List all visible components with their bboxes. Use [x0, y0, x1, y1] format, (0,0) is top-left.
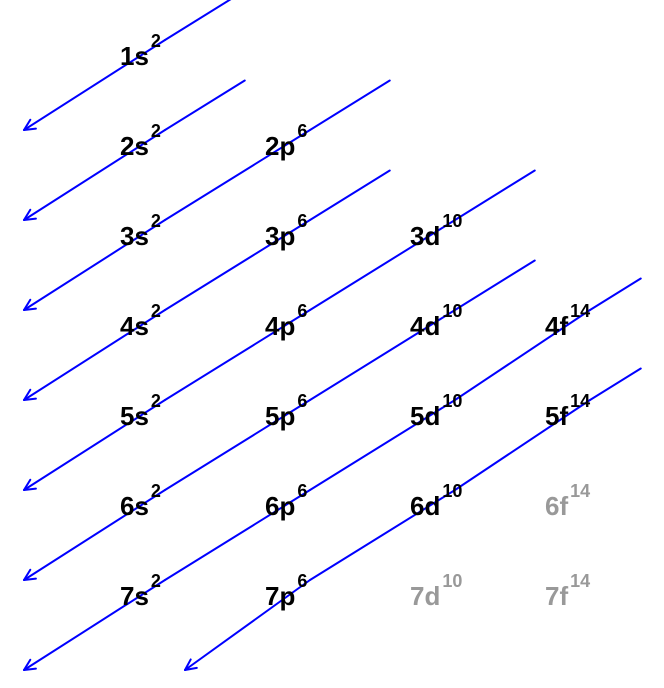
orbital-base: 6f	[545, 491, 568, 521]
orbital-base: 5d	[410, 401, 440, 431]
orbital-base: 4d	[410, 311, 440, 341]
orbital-7f: 7f14	[545, 571, 590, 611]
diagonal-arrows	[24, 0, 641, 670]
orbital-superscript: 10	[442, 571, 462, 591]
orbital-base: 3p	[265, 221, 295, 251]
orbital-superscript: 14	[570, 481, 590, 501]
orbital-base: 6p	[265, 491, 295, 521]
orbital-base: 2p	[265, 131, 295, 161]
orbital-superscript: 14	[570, 571, 590, 591]
orbital-base: 7f	[545, 581, 568, 611]
orbital-7p: 7p6	[265, 571, 307, 611]
orbital-base: 7p	[265, 581, 295, 611]
orbital-base: 3d	[410, 221, 440, 251]
orbital-base: 7d	[410, 581, 440, 611]
orbital-base: 5p	[265, 401, 295, 431]
orbital-7d: 7d10	[410, 571, 462, 611]
orbital-base: 4p	[265, 311, 295, 341]
orbital-labels: 1s22s22p63s23p63d104s24p64d104f145s25p65…	[120, 31, 590, 611]
orbital-base: 6d	[410, 491, 440, 521]
aufbau-diagram: 1s22s22p63s23p63d104s24p64d104f145s25p65…	[0, 0, 664, 688]
orbital-6f: 6f14	[545, 481, 590, 521]
